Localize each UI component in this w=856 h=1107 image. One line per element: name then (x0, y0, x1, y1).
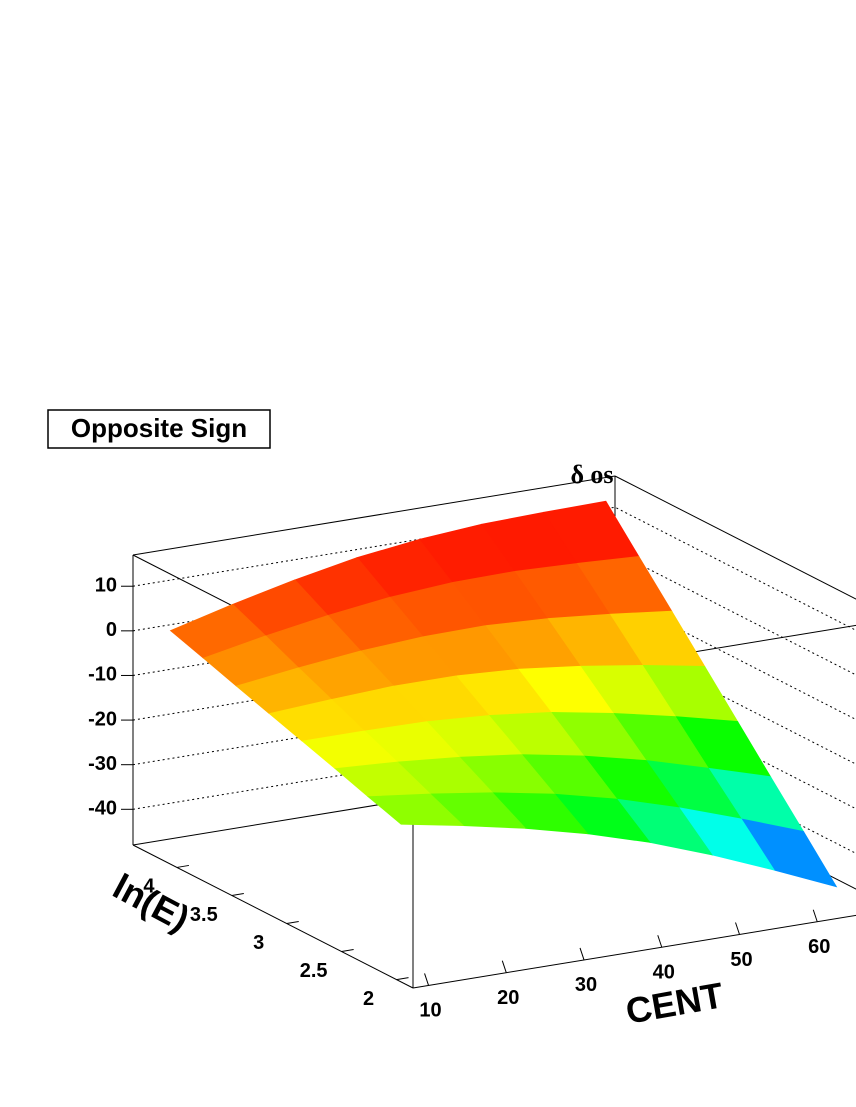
x-tick-label: 40 (653, 962, 675, 984)
y-tick-label: 3.5 (190, 904, 218, 926)
x-tick (735, 922, 740, 935)
y-tick-label: 4 (143, 876, 155, 898)
surface-patch (367, 793, 465, 827)
axis-box-edge (132, 475, 616, 556)
chart-title: Opposite Sign (71, 413, 247, 443)
x-tick (501, 960, 507, 973)
y-tick-label: 3 (253, 932, 264, 954)
z-tick-label: -20 (88, 708, 117, 730)
z-tick-label: -10 (88, 664, 117, 686)
axis-box-edge (132, 844, 414, 989)
y-tick-label: 2.5 (300, 960, 328, 982)
z-tick-label: 10 (95, 575, 117, 597)
z-tick-label: 0 (106, 619, 117, 641)
axis-box-edge (412, 914, 856, 989)
x-tick-label: 30 (575, 974, 597, 996)
y-tick (286, 921, 299, 925)
x-tick-label: 10 (419, 1000, 441, 1022)
y-tick (341, 949, 354, 953)
y-tick-label: 2 (363, 988, 374, 1010)
y-tick (176, 864, 190, 868)
x-tick (579, 947, 585, 961)
z-tick-label: -30 (88, 753, 117, 775)
title-box (47, 409, 271, 449)
x-tick-label: 20 (497, 987, 519, 1009)
axis-box-edge (614, 475, 856, 600)
z-tick-label: -40 (88, 798, 117, 820)
x-tick (424, 973, 430, 986)
x-tick (657, 935, 663, 948)
z-axis-label: δ os (570, 460, 613, 489)
x-tick-label: 50 (730, 949, 752, 971)
x-tick (812, 909, 818, 922)
y-tick (396, 977, 409, 981)
y-tick (231, 892, 244, 896)
x-tick-label: 60 (808, 936, 830, 958)
